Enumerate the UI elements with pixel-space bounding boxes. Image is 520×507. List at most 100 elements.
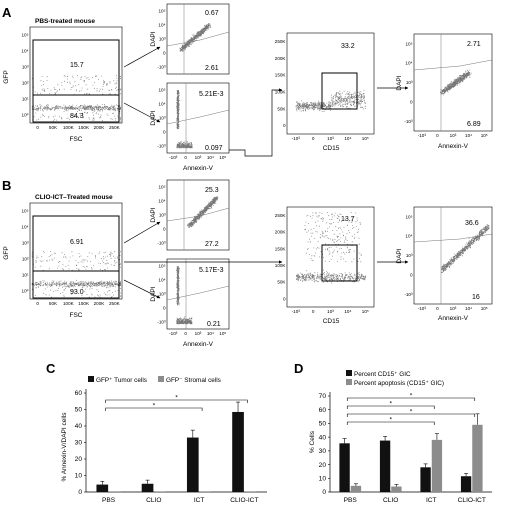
x-axis-label: Annexin-V <box>438 143 469 150</box>
lower-value: 16 <box>472 294 480 301</box>
row-a-bottom-small-plot: 5.21E-3 0.097 -10³ 0 10³ 10⁴ 10⁵ -10³ 0 10³ 10⁴… <box>150 82 230 172</box>
y-tick-label: 150K <box>275 73 287 78</box>
y-tick-label: 50 <box>75 407 83 414</box>
y-tick-label: 30 <box>75 440 83 447</box>
x-tick-label: 150K <box>78 125 90 130</box>
x-tick-label: 10³ <box>450 306 457 311</box>
panel-a-label: A <box>2 5 12 20</box>
row-b-title: CLIO-ICT–Treated mouse <box>35 194 113 201</box>
y-axis-label: DAPI <box>150 286 157 301</box>
x-tick-label: 50K <box>49 125 58 130</box>
plot-frame <box>413 33 493 132</box>
arrow-to-top-small <box>123 46 161 68</box>
y-axis-label: GFP <box>3 246 10 259</box>
x-tick-label: CLIO <box>146 497 161 504</box>
bar <box>109 491 121 492</box>
y-axis-label: GFP <box>3 70 10 83</box>
y-tick-label: 200K <box>275 56 287 61</box>
x-tick-label: 0 <box>312 136 315 141</box>
scatter-points <box>31 75 121 122</box>
x-tick-label: 0 <box>436 133 439 138</box>
y-tick-label: 10⁴ <box>158 199 165 204</box>
row-a-title: PBS-treated mouse <box>35 18 95 25</box>
x-tick-label: 10⁴ <box>207 155 214 160</box>
y-tick-labels: -10³ 0 10³ 10⁴ 10⁵ <box>157 185 166 246</box>
legend-label-series-1: GFP⁺ Tumor cells <box>96 377 147 384</box>
y-tick-label: 10³ <box>159 292 166 297</box>
x-axis-label: Annexin-V <box>183 341 214 348</box>
x-tick-label: PBS <box>344 497 358 504</box>
gate-bottom-value: 84.3 <box>70 113 84 120</box>
bar <box>472 424 483 492</box>
y-tick-label: 60 <box>319 407 327 414</box>
y-tick-labels: -10³ 0 10³ 10⁴ 10⁵ <box>157 264 166 325</box>
x-tick-label: 200K <box>94 125 106 130</box>
y-axis-label: DAPI <box>396 248 403 263</box>
bar <box>391 486 402 492</box>
y-tick-label: 10³ <box>159 116 166 121</box>
y-tick-label: 20 <box>75 456 83 463</box>
bar <box>339 443 350 492</box>
x-tick-label: 10⁵ <box>362 309 369 314</box>
y-tick-label: 10¹ <box>22 273 29 278</box>
y-tick-label: 250K <box>275 213 287 218</box>
scatter-points <box>440 224 490 273</box>
y-tick-label: -10³ <box>157 144 166 149</box>
x-tick-label: 10⁵ <box>481 306 488 311</box>
bar <box>199 491 212 492</box>
x-tick-label: 0 <box>184 331 187 336</box>
plot-frame <box>29 202 123 300</box>
y-tick-label: 10³ <box>22 241 29 246</box>
arrow-to-bottom-small <box>123 102 161 123</box>
x-tick-label: PBS <box>102 497 116 504</box>
quadrant-line-h <box>166 109 230 125</box>
panel-d-bar-chart: D Percent CD15⁺ GIC Percent apoptosis (C… <box>294 361 492 504</box>
plot-frame <box>413 206 493 305</box>
y-tick-label: 0 <box>322 489 326 496</box>
arrow-to-top-small <box>123 221 161 244</box>
legend-swatch-series-2 <box>158 376 164 382</box>
quadrant-line-h <box>166 285 230 301</box>
y-tick-label: 10³ <box>406 253 413 258</box>
y-tick-label: 0 <box>283 296 286 301</box>
significance-bracket <box>346 413 476 417</box>
y-tick-label: 10³ <box>159 213 166 218</box>
x-tick-label: 0 <box>312 309 315 314</box>
gate-top-value: 6.91 <box>70 239 84 246</box>
bar <box>350 485 362 492</box>
scatter-points <box>440 69 472 96</box>
significance-bracket <box>105 399 248 403</box>
scatter-points <box>295 89 366 112</box>
y-axis-label: % Annexin-V/DAPI cells <box>61 412 68 482</box>
y-tick-label: 150K <box>275 246 287 251</box>
scatter-points <box>176 90 193 149</box>
plot-frame <box>286 32 375 135</box>
lower-value: 6.89 <box>467 121 481 128</box>
quadrant-line-h <box>413 233 493 243</box>
y-tick-label: 0 <box>163 306 166 311</box>
row-a-cd15-plot: 33.2 0 50K 100K 150K 200K 250K -10³ 0 10³ 10⁴ 10⁵… <box>275 32 375 152</box>
x-tick-label: 0 <box>36 125 39 130</box>
y-tick-label: 10⁴ <box>21 49 28 54</box>
x-tick-label: 10³ <box>450 133 457 138</box>
x-tick-label: ICT <box>426 497 437 504</box>
significance-mark: * <box>175 395 178 402</box>
y-tick-label: 10⁵ <box>158 88 165 93</box>
x-tick-label: -10³ <box>169 331 178 336</box>
x-tick-labels: -10³ 0 10³ 10⁴ 10⁵ <box>418 133 488 138</box>
x-axis-label: Annexin-V <box>183 165 214 172</box>
bar <box>379 440 391 492</box>
upper-value: 25.3 <box>205 187 219 194</box>
plot-frame <box>166 258 230 330</box>
x-tick-label: 0 <box>184 155 187 160</box>
row-b-bottom-small-plot: 5.17E-3 0.21 -10³ 0 10³ 10⁴ 10⁵ -10³ 0 10³ 10⁴ 1… <box>150 258 230 348</box>
gate-lower <box>32 94 120 123</box>
bar <box>141 483 154 492</box>
row-a-main-plot: 15.7 84.3 10⁰ 10¹ 10² 10³ 10⁴ 10⁵ 0 50K 100K 150… <box>3 26 123 143</box>
gate-lower <box>32 270 120 299</box>
legend-swatch-series-1 <box>346 370 352 376</box>
x-axis-label: CD15 <box>323 318 340 325</box>
scatter-points <box>31 251 121 298</box>
y-tick-label: 10⁴ <box>21 225 28 230</box>
